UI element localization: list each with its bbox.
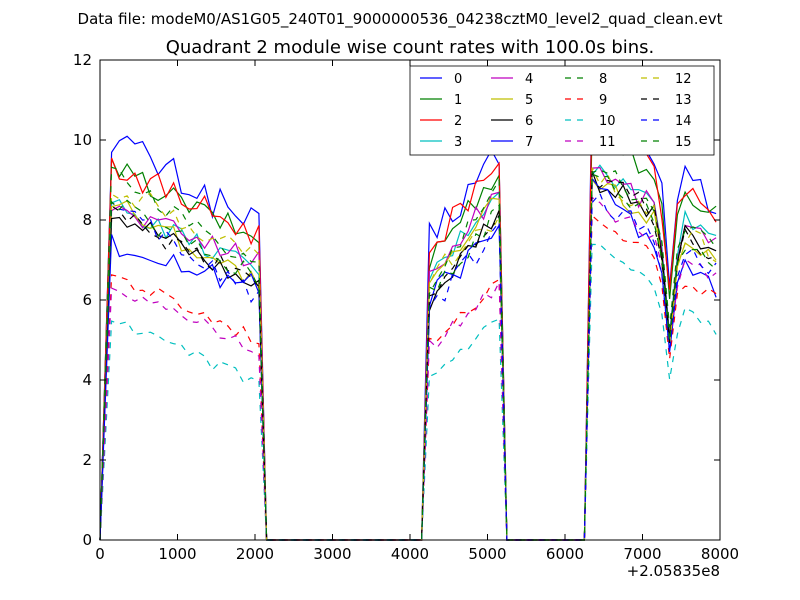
series-line-10 [99,243,717,541]
chart-suptitle: Data file: modeM0/AS1G05_240T01_90000005… [78,10,723,29]
legend-label: 3 [454,135,462,150]
x-tick-label: 6000 [546,545,584,563]
series-line-9 [99,214,717,541]
y-tick-label: 8 [82,211,92,229]
legend-label: 5 [525,93,533,108]
legend-label: 10 [599,114,616,129]
plot-lines [99,84,717,541]
legend-label: 12 [675,72,692,87]
y-tick-label: 4 [82,371,92,389]
legend-label: 11 [599,135,616,150]
x-tick-label: 0 [95,545,105,563]
series-line-6 [99,170,717,541]
series-line-5 [99,177,717,541]
legend-label: 6 [525,114,533,129]
y-tick-label: 2 [82,451,92,469]
legend-label: 9 [599,93,607,108]
legend-label: 7 [525,135,533,150]
x-tick-label: 4000 [391,545,429,563]
series-line-11 [99,196,717,541]
x-tick-label: 7000 [623,545,661,563]
legend-label: 15 [675,135,692,150]
legend-label: 4 [525,72,533,87]
series-line-15 [99,173,717,541]
y-tick-label: 6 [82,291,92,309]
series-line-14 [99,192,717,541]
x-tick-label: 3000 [313,545,351,563]
x-tick-label: 1000 [158,545,196,563]
x-axis: 0 1000 2000 3000 4000 5000 6000 7000 8000 [95,60,739,563]
legend-label: 14 [675,114,692,129]
series-line-0 [99,84,717,541]
series-line-2 [99,99,717,541]
legend-label: 8 [599,72,607,87]
legend-label: 13 [675,93,692,108]
y-tick-label: 12 [73,51,92,69]
chart-title: Quadrant 2 module wise count rates with … [166,37,655,58]
x-tick-label: 5000 [468,545,506,563]
y-tick-label: 10 [73,131,92,149]
legend-label: 0 [454,72,462,87]
legend-label: 2 [454,114,462,129]
x-tick-label: 8000 [701,545,739,563]
x-tick-label: 2000 [236,545,274,563]
legend-box [409,65,715,156]
series-line-13 [99,179,717,541]
series-line-7 [99,176,717,541]
series-line-3 [99,164,717,541]
y-tick-label: 0 [82,531,92,549]
series-line-4 [99,166,717,541]
legend-label: 1 [454,93,462,108]
x-offset-label: +2.05835e8 [627,562,720,580]
series-line-8 [99,166,717,541]
series-line-1 [99,123,717,541]
